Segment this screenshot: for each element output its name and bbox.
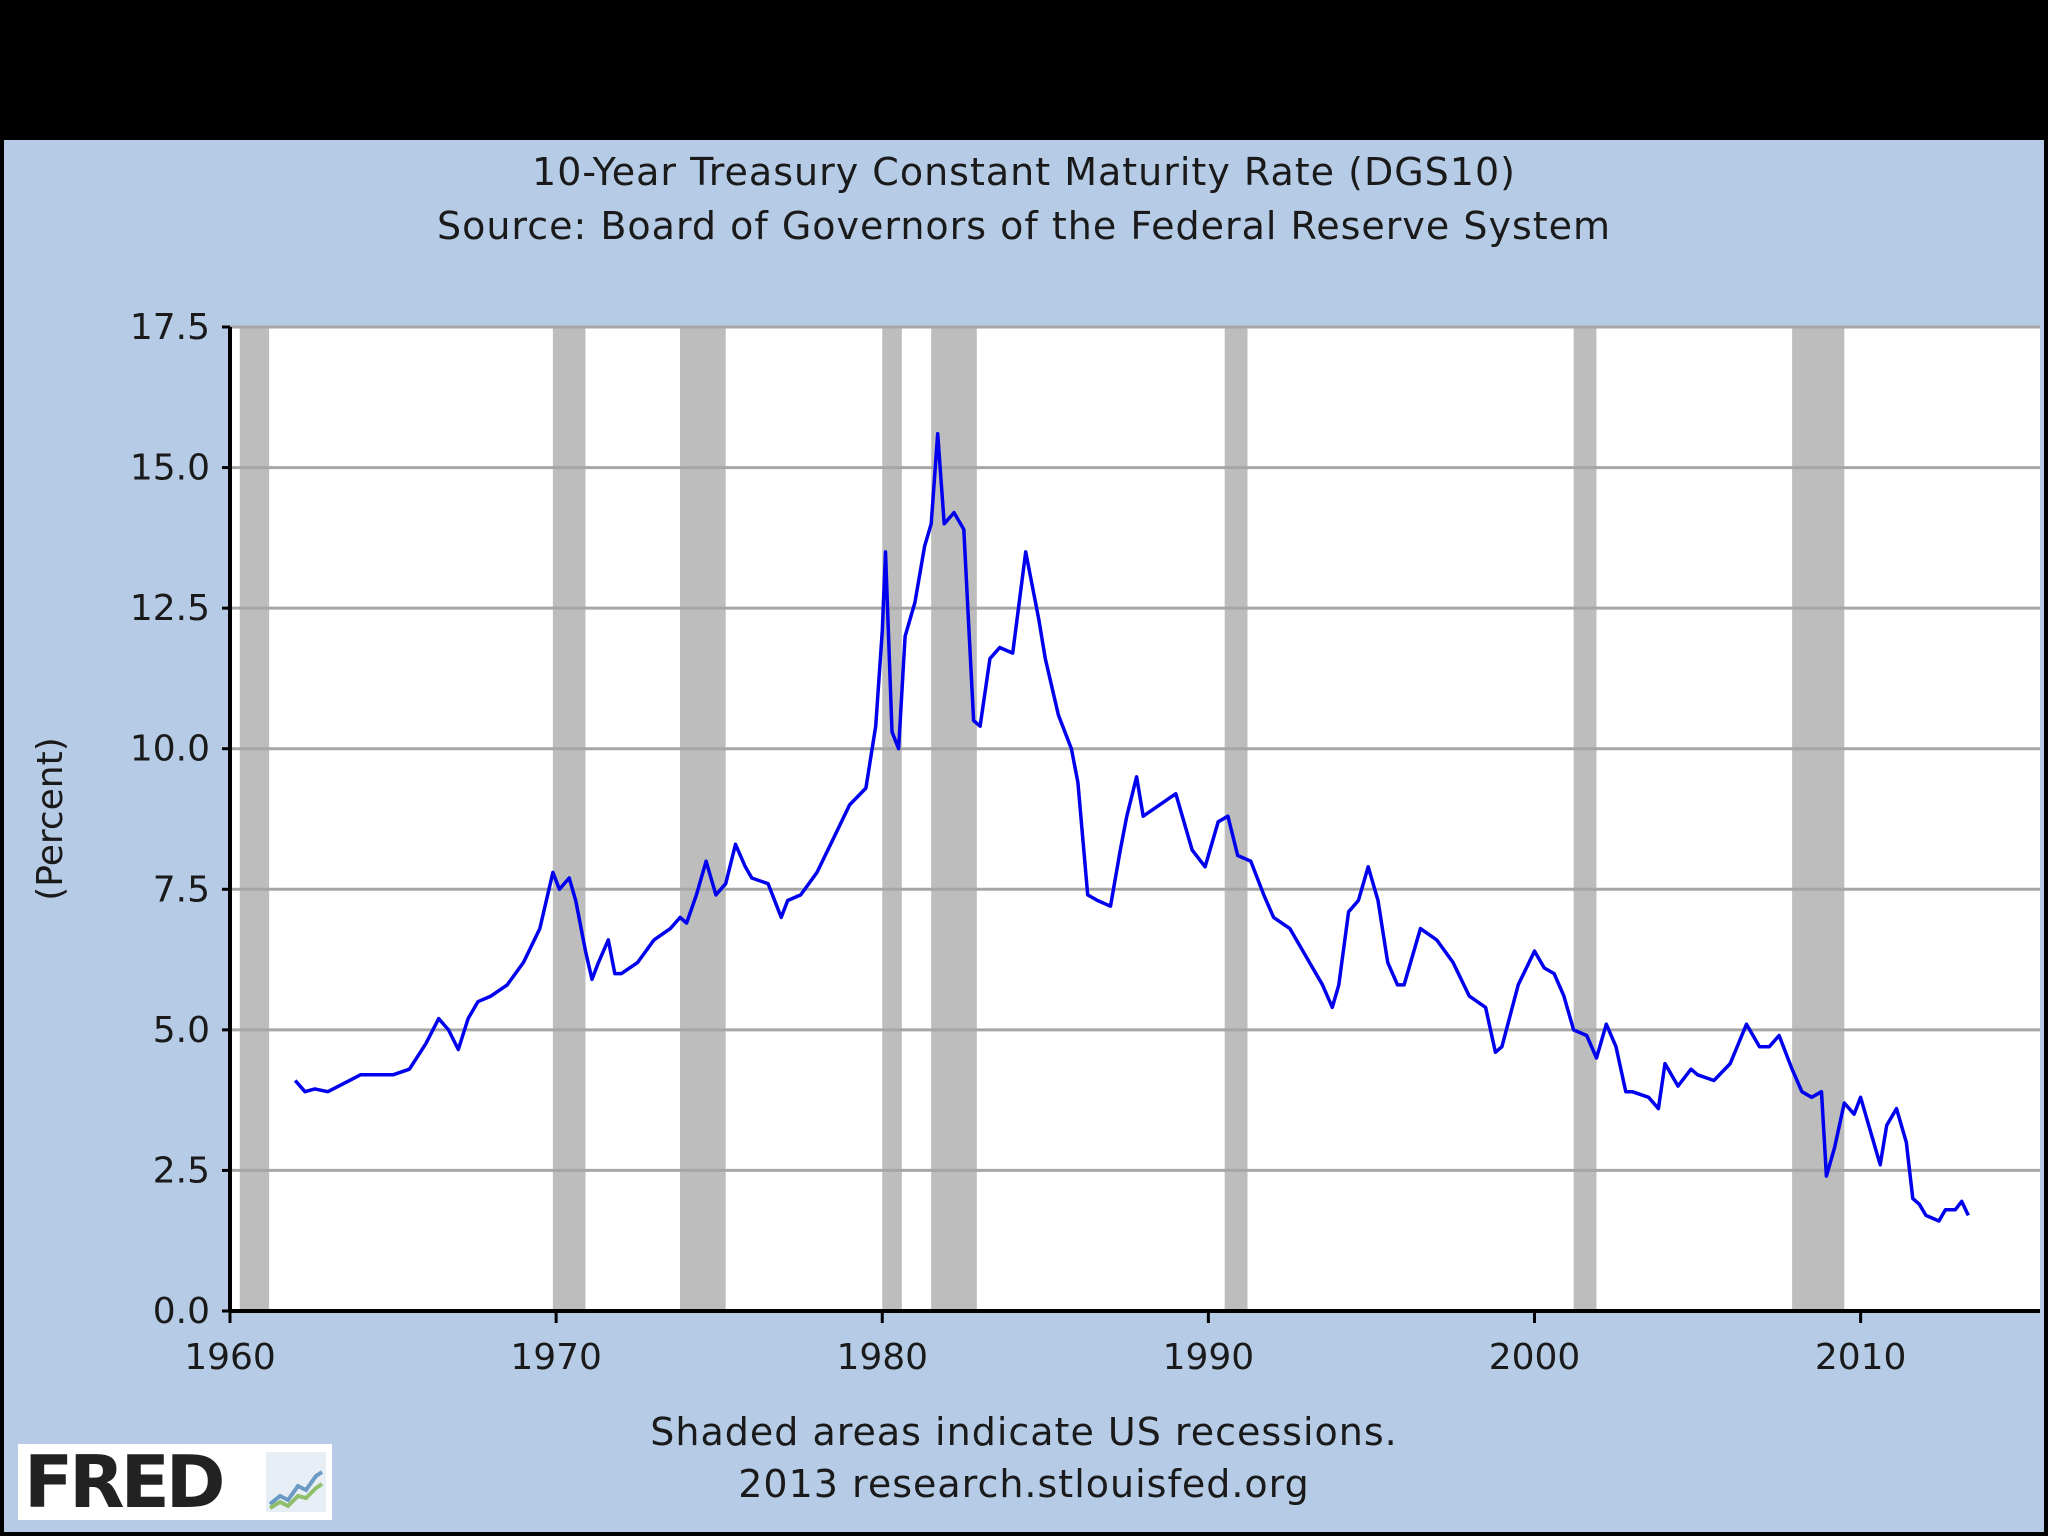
y-tick-label: 5.0	[153, 1010, 210, 1051]
chart-subtitle: Source: Board of Governors of the Federa…	[436, 204, 1612, 248]
y-axis-label: (Percent)	[30, 737, 71, 901]
recession-band-4	[931, 327, 977, 1311]
recession-band-5	[1224, 327, 1248, 1311]
y-tick-label: 7.5	[153, 869, 210, 910]
chart-title: 10-Year Treasury Constant Maturity Rate …	[532, 150, 1516, 194]
recession-note: Shaded areas indicate US recessions.	[650, 1410, 1398, 1454]
source-credit: 2013 research.stlouisfed.org	[738, 1462, 1310, 1506]
recession-band-3	[882, 327, 902, 1311]
recession-band-7	[1792, 327, 1845, 1311]
recession-band-0	[239, 327, 270, 1311]
y-tick-label: 0.0	[153, 1291, 210, 1332]
chart-graph-icon	[266, 1452, 326, 1512]
fred-logo: FRED	[18, 1440, 332, 1524]
x-tick-label: 2000	[1489, 1337, 1581, 1378]
y-tick-label: 17.5	[130, 307, 210, 348]
y-tick-label: 12.5	[130, 588, 210, 629]
x-tick-label: 1980	[836, 1337, 928, 1378]
recession-band-6	[1573, 327, 1597, 1311]
x-tick-label: 1960	[184, 1337, 276, 1378]
recession-band-2	[680, 327, 726, 1311]
plot-area	[230, 327, 2040, 1311]
recession-band-1	[552, 327, 586, 1311]
fred-logo-text: FRED	[24, 1440, 226, 1524]
x-tick-label: 2010	[1815, 1337, 1907, 1378]
x-tick-label: 1970	[510, 1337, 602, 1378]
y-tick-label: 2.5	[153, 1150, 210, 1191]
x-tick-label: 1990	[1163, 1337, 1255, 1378]
y-tick-label: 15.0	[130, 448, 210, 489]
series-line-0	[293, 432, 1970, 1223]
y-tick-label: 10.0	[130, 729, 210, 770]
